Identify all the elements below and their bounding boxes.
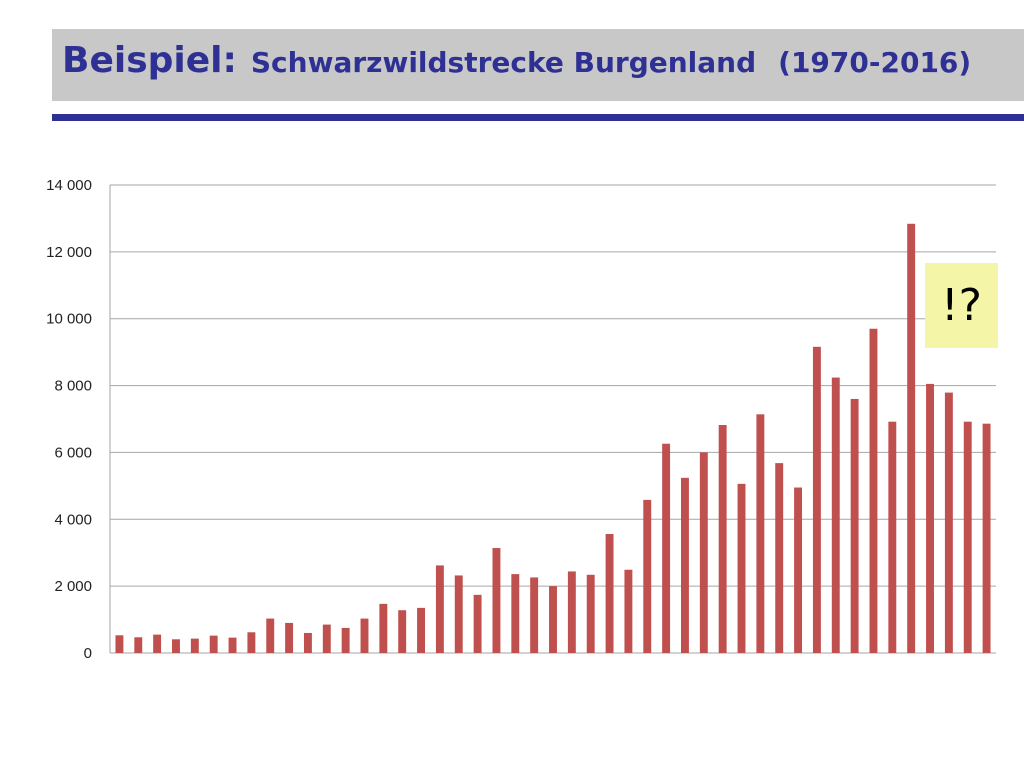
- bar: [605, 533, 614, 653]
- bar: [530, 577, 539, 653]
- bar: [944, 392, 953, 653]
- bar: [473, 594, 482, 653]
- bar: [680, 477, 689, 653]
- bar: [718, 425, 727, 653]
- bar: [379, 603, 388, 653]
- bar: [775, 463, 784, 653]
- bar: [134, 637, 143, 653]
- y-tick-label: 4 000: [54, 511, 92, 528]
- bar: [322, 624, 331, 653]
- bar: [303, 632, 312, 653]
- bar: [869, 328, 878, 653]
- y-tick-label: 2 000: [54, 578, 92, 595]
- bar: [360, 618, 369, 653]
- annotation-callout: !?: [925, 263, 998, 348]
- y-tick-label: 8 000: [54, 378, 92, 395]
- bar: [850, 398, 859, 653]
- bar: [662, 443, 671, 653]
- y-tick-label: 0: [84, 645, 92, 662]
- bar: [209, 635, 218, 653]
- y-tick-label: 12 000: [46, 244, 92, 261]
- bar: [624, 569, 633, 653]
- bar: [228, 637, 237, 653]
- title-years: (1970-2016): [778, 46, 972, 79]
- title-divider: [52, 114, 1024, 121]
- bar: [153, 634, 162, 653]
- bar: [831, 377, 840, 653]
- bar: [756, 414, 765, 653]
- bar: [699, 452, 708, 653]
- bar: [454, 575, 463, 653]
- bar: [567, 571, 576, 653]
- bar: [285, 622, 294, 653]
- bar: [643, 499, 652, 653]
- y-tick-label: 10 000: [46, 311, 92, 328]
- bar: [926, 383, 934, 653]
- bar: [398, 610, 407, 653]
- bar: [812, 346, 821, 653]
- title-subject: Schwarzwildstrecke Burgenland: [250, 46, 757, 79]
- bar: [341, 627, 350, 653]
- bar: [417, 607, 426, 653]
- bar: [888, 421, 897, 653]
- annotation-text: !?: [941, 280, 982, 331]
- bar: [266, 618, 275, 653]
- bar: [511, 574, 520, 653]
- title-bar: [52, 29, 1024, 101]
- bar: [982, 423, 991, 653]
- y-tick-label: 14 000: [46, 177, 92, 194]
- bar: [549, 586, 557, 653]
- bar: [737, 483, 746, 653]
- title-main: Beispiel:: [62, 40, 237, 81]
- bar: [907, 223, 916, 653]
- bar: [435, 565, 444, 653]
- y-tick-label: 6 000: [54, 444, 92, 461]
- bar: [963, 421, 972, 653]
- bar: [492, 548, 501, 653]
- bar: [586, 574, 595, 653]
- bar: [172, 639, 180, 653]
- bar: [247, 632, 256, 653]
- bar: [115, 635, 124, 653]
- bar: [190, 638, 199, 653]
- bar: [794, 487, 803, 653]
- page-title: Beispiel: Schwarzwildstrecke Burgenland (1…: [62, 40, 971, 81]
